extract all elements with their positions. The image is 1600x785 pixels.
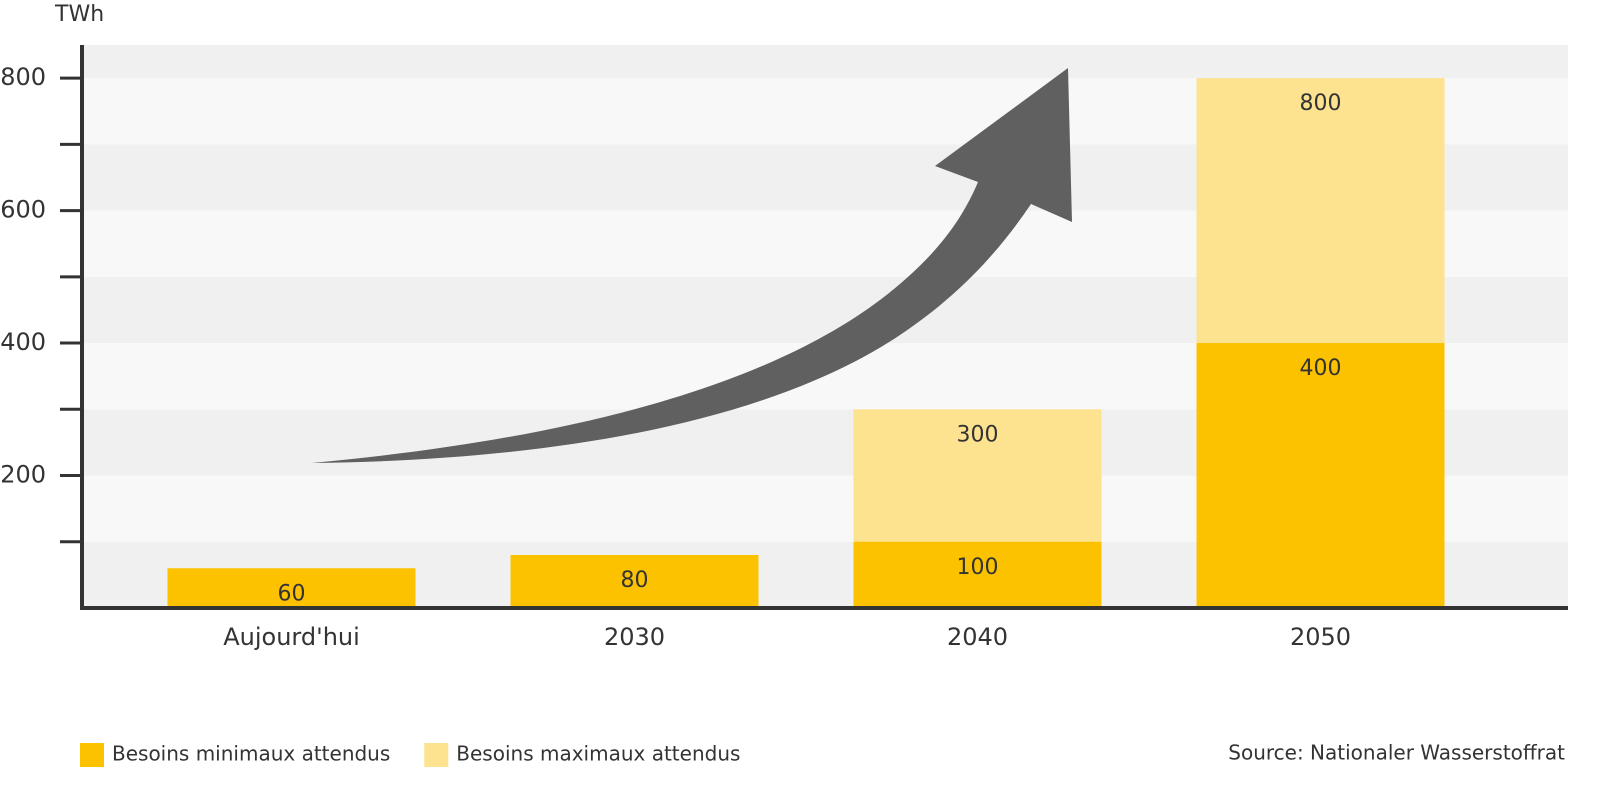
bar	[510, 555, 759, 608]
x-tick-label: 2040	[947, 623, 1008, 651]
y-tick-label: 600	[0, 196, 46, 224]
x-tick-label: 2030	[604, 623, 665, 651]
x-tick-label: 2050	[1290, 623, 1351, 651]
bar	[167, 568, 416, 608]
data-label: 100	[957, 555, 999, 580]
data-label: 300	[957, 422, 999, 447]
grid-band	[82, 45, 1568, 79]
bar	[853, 541, 1102, 608]
legend-swatch	[424, 743, 449, 767]
y-tick-label: 400	[0, 328, 46, 356]
legend-swatch	[80, 743, 104, 767]
source: Source: Nationaler Wasserstoffrat	[1228, 741, 1565, 765]
data-label: 80	[621, 568, 649, 593]
legend-label: Besoins maximaux attendus	[456, 742, 740, 766]
data-label: 800	[1300, 91, 1342, 116]
data-label: 60	[278, 581, 306, 606]
x-tick-label: Aujourd'hui	[223, 623, 360, 651]
y-tick-label: 800	[0, 63, 46, 91]
legend-label: Besoins minimaux attendus	[112, 742, 390, 766]
bar	[1196, 343, 1445, 608]
y-tick-label: 200	[0, 461, 46, 489]
data-label: 400	[1300, 356, 1342, 381]
y-axis-title: TWh	[54, 2, 104, 27]
